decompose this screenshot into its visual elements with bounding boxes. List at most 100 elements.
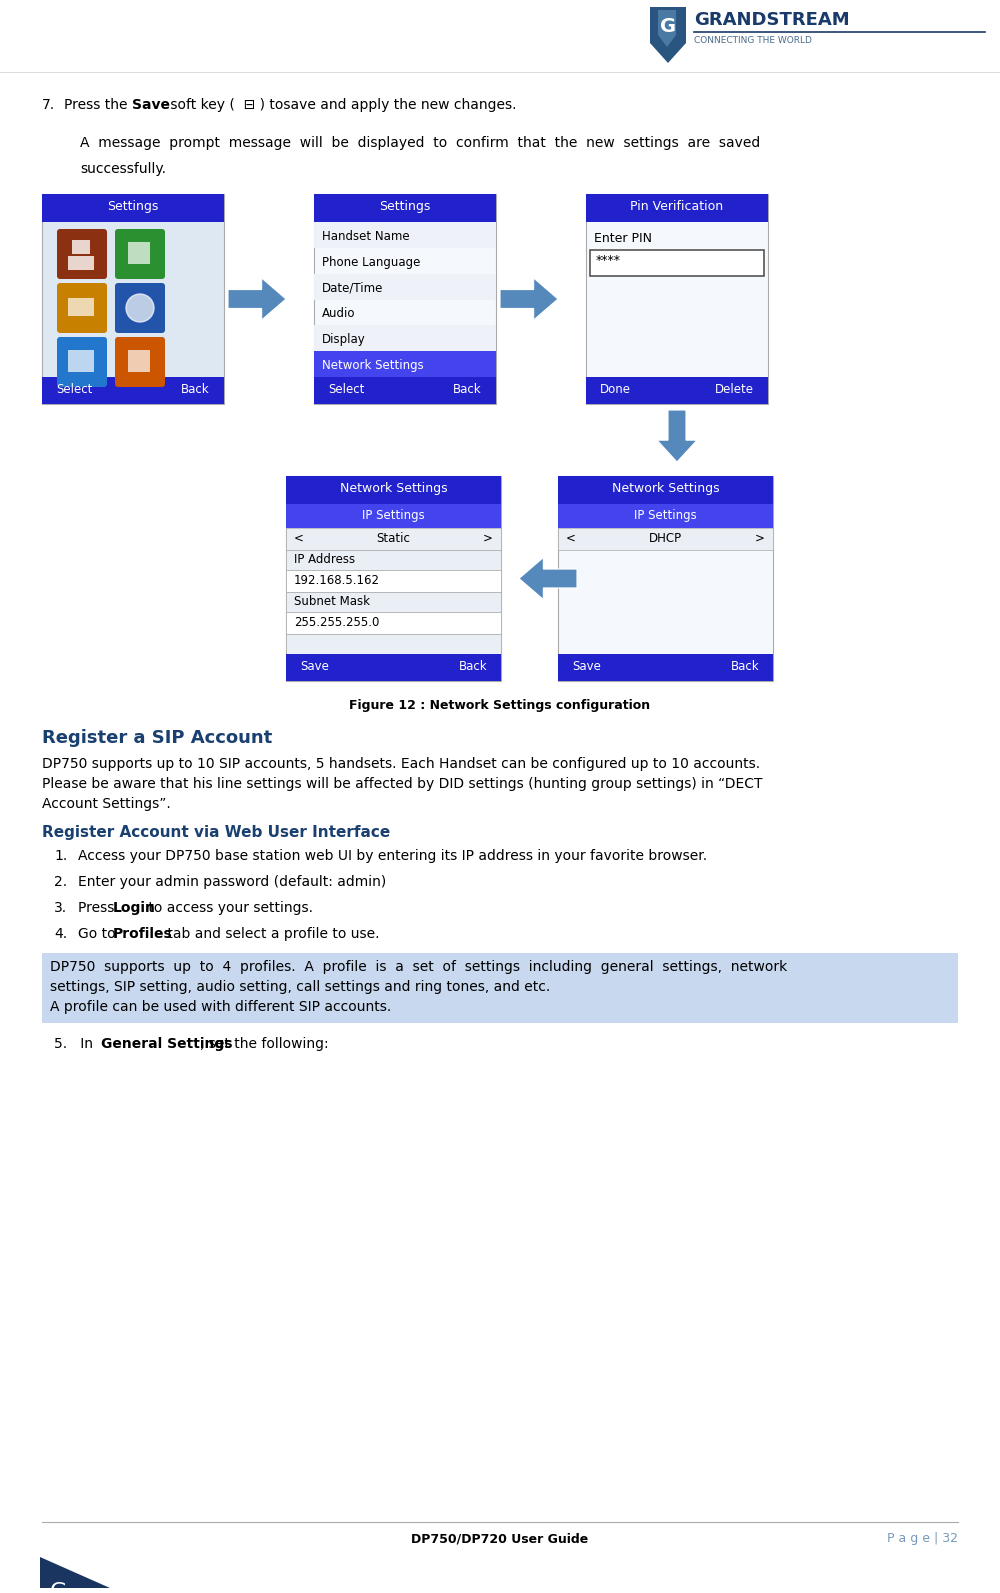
Circle shape bbox=[126, 295, 154, 322]
Text: CONNECTING THE WORLD: CONNECTING THE WORLD bbox=[694, 37, 812, 45]
Text: , set the following:: , set the following: bbox=[200, 1037, 329, 1051]
Bar bbox=[558, 476, 773, 680]
Bar bbox=[286, 570, 501, 593]
Text: 5.   In: 5. In bbox=[54, 1037, 97, 1051]
Text: Network Settings: Network Settings bbox=[322, 358, 424, 373]
Text: Pin Verification: Pin Verification bbox=[630, 201, 724, 213]
Bar bbox=[286, 612, 501, 634]
Polygon shape bbox=[519, 558, 577, 599]
Bar bbox=[286, 527, 501, 550]
Bar bbox=[558, 476, 773, 503]
Text: successfully.: successfully. bbox=[80, 162, 166, 175]
Text: Go to: Go to bbox=[78, 927, 120, 941]
Bar bbox=[286, 503, 501, 527]
Text: Date/Time: Date/Time bbox=[322, 282, 383, 295]
Text: Subnet Mask: Subnet Mask bbox=[294, 596, 370, 609]
Text: Delete: Delete bbox=[715, 382, 754, 397]
Text: tab and select a profile to use.: tab and select a profile to use. bbox=[163, 927, 379, 941]
Text: Settings: Settings bbox=[379, 201, 431, 213]
Text: Network Settings: Network Settings bbox=[340, 483, 447, 495]
Text: Network Settings: Network Settings bbox=[612, 483, 719, 495]
Text: Back: Back bbox=[181, 382, 210, 397]
Text: Select: Select bbox=[56, 382, 92, 397]
Text: Save: Save bbox=[300, 660, 329, 672]
Text: A  message  prompt  message  will  be  displayed  to  confirm  that  the  new  s: A message prompt message will be display… bbox=[80, 135, 760, 150]
Polygon shape bbox=[658, 10, 676, 48]
Text: 7.: 7. bbox=[42, 99, 55, 112]
Text: DP750  supports  up  to  4  profiles.  A  profile  is  a  set  of  settings  inc: DP750 supports up to 4 profiles. A profi… bbox=[50, 961, 787, 973]
Text: Back: Back bbox=[458, 660, 487, 672]
Text: Enter your admin password (default: admin): Enter your admin password (default: admi… bbox=[78, 875, 386, 889]
Bar bbox=[586, 194, 768, 221]
Text: >: > bbox=[755, 532, 765, 545]
Text: Static: Static bbox=[377, 532, 410, 545]
Text: 2.: 2. bbox=[54, 875, 67, 889]
Bar bbox=[314, 194, 496, 221]
Bar bbox=[586, 378, 768, 405]
Text: Settings: Settings bbox=[107, 201, 159, 213]
Text: A profile can be used with different SIP accounts.: A profile can be used with different SIP… bbox=[50, 1000, 391, 1015]
Text: DHCP: DHCP bbox=[649, 532, 682, 545]
Text: Register a SIP Account: Register a SIP Account bbox=[42, 730, 272, 747]
FancyBboxPatch shape bbox=[115, 229, 165, 279]
Bar bbox=[42, 378, 224, 405]
Text: 4.: 4. bbox=[54, 927, 67, 941]
Text: Figure 12 : Network Settings configuration: Figure 12 : Network Settings configurati… bbox=[349, 699, 651, 712]
Bar bbox=[314, 221, 496, 249]
Bar bbox=[558, 503, 773, 527]
Text: >: > bbox=[483, 532, 493, 545]
Text: P a g e | 32: P a g e | 32 bbox=[887, 1532, 958, 1545]
Text: to access your settings.: to access your settings. bbox=[144, 902, 313, 914]
Bar bbox=[314, 274, 496, 299]
Text: GRANDSTREAM: GRANDSTREAM bbox=[694, 11, 850, 29]
Text: IP Settings: IP Settings bbox=[362, 510, 425, 523]
Bar bbox=[68, 350, 94, 373]
Bar bbox=[286, 550, 501, 570]
Bar bbox=[586, 194, 768, 405]
Text: DP750/DP720 User Guide: DP750/DP720 User Guide bbox=[411, 1532, 589, 1545]
Bar bbox=[42, 194, 224, 221]
Text: IP Settings: IP Settings bbox=[634, 510, 697, 523]
FancyBboxPatch shape bbox=[115, 284, 165, 333]
Text: Back: Back bbox=[453, 382, 482, 397]
Text: Enter PIN: Enter PIN bbox=[594, 233, 652, 245]
Text: Done: Done bbox=[600, 382, 631, 397]
Text: <: < bbox=[566, 532, 576, 545]
FancyBboxPatch shape bbox=[57, 229, 107, 279]
Text: General Settings: General Settings bbox=[101, 1037, 232, 1051]
Bar bbox=[68, 256, 94, 269]
Text: Save: Save bbox=[572, 660, 601, 672]
Text: Account Settings”.: Account Settings”. bbox=[42, 796, 171, 811]
Text: 192.168.5.162: 192.168.5.162 bbox=[294, 573, 380, 586]
Bar bbox=[314, 194, 496, 405]
Bar bbox=[286, 476, 501, 680]
Bar bbox=[42, 953, 958, 1023]
Text: G: G bbox=[50, 1582, 67, 1593]
Polygon shape bbox=[650, 6, 686, 64]
Bar bbox=[42, 194, 224, 405]
Text: soft key (  ⊟ ) tosave and apply the new changes.: soft key ( ⊟ ) tosave and apply the new … bbox=[166, 99, 516, 112]
Text: Please be aware that his line settings will be affected by DID settings (hunting: Please be aware that his line settings w… bbox=[42, 777, 763, 792]
Bar bbox=[68, 298, 94, 315]
Text: Display: Display bbox=[322, 333, 366, 346]
Bar bbox=[558, 655, 773, 680]
Text: 255.255.255.0: 255.255.255.0 bbox=[294, 616, 379, 629]
Polygon shape bbox=[228, 279, 286, 320]
Text: G: G bbox=[660, 18, 676, 37]
Text: Phone Language: Phone Language bbox=[322, 256, 420, 269]
Bar bbox=[128, 242, 150, 264]
Polygon shape bbox=[40, 1556, 110, 1588]
Bar bbox=[72, 241, 90, 253]
Bar bbox=[286, 634, 501, 655]
Bar bbox=[314, 325, 496, 350]
Bar bbox=[128, 350, 150, 373]
Text: ****: **** bbox=[596, 253, 621, 268]
Text: Save: Save bbox=[132, 99, 170, 112]
Bar bbox=[286, 655, 501, 680]
Text: 1.: 1. bbox=[54, 849, 67, 863]
Text: settings, SIP setting, audio setting, call settings and ring tones, and etc.: settings, SIP setting, audio setting, ca… bbox=[50, 980, 550, 994]
Text: DP750 supports up to 10 SIP accounts, 5 handsets. Each Handset can be configured: DP750 supports up to 10 SIP accounts, 5 … bbox=[42, 757, 760, 771]
FancyBboxPatch shape bbox=[115, 338, 165, 387]
Bar bbox=[286, 593, 501, 612]
FancyBboxPatch shape bbox=[57, 338, 107, 387]
